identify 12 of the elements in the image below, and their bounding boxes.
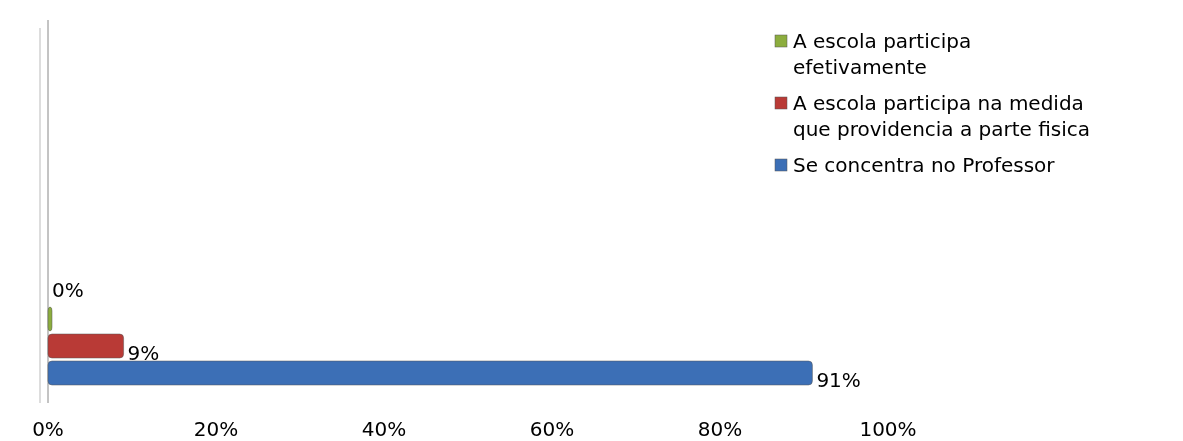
x-tick-label: 40% bbox=[361, 417, 407, 441]
text: 9% bbox=[127, 341, 160, 365]
text: 0% bbox=[52, 278, 84, 302]
legend-label: Se concentra no Professor bbox=[793, 153, 1056, 177]
text: 91% bbox=[816, 368, 861, 392]
x-tick-label: 0% bbox=[32, 417, 64, 441]
x-tick-label: 100% bbox=[859, 417, 917, 441]
x-tick-label: 80% bbox=[697, 417, 743, 441]
x-tick-label: 60% bbox=[529, 417, 575, 441]
legend-label: A escola participa na medida que providencia a parte fisica bbox=[793, 91, 1091, 141]
x-tick-label: 20% bbox=[193, 417, 239, 441]
legend-label: A escola participa efetivamente bbox=[793, 29, 972, 79]
